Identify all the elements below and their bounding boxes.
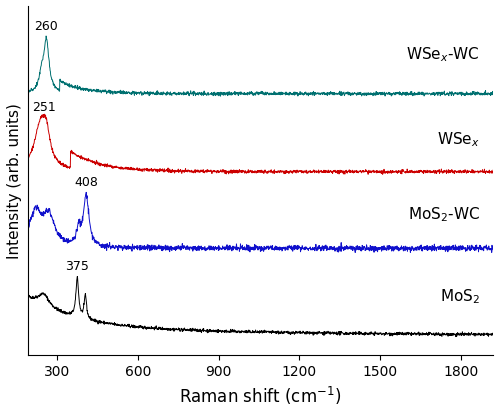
- Y-axis label: Intensity (arb. units): Intensity (arb. units): [7, 103, 22, 259]
- Text: 251: 251: [32, 101, 56, 114]
- Text: 408: 408: [74, 176, 98, 188]
- Text: WSe$_x$-WC: WSe$_x$-WC: [406, 45, 479, 64]
- Text: MoS$_2$-WC: MoS$_2$-WC: [408, 204, 480, 223]
- Text: MoS$_2$: MoS$_2$: [440, 287, 480, 306]
- X-axis label: Raman shift (cm$^{-1}$): Raman shift (cm$^{-1}$): [179, 384, 342, 406]
- Text: 375: 375: [66, 259, 89, 272]
- Text: 260: 260: [34, 20, 58, 33]
- Text: WSe$_x$: WSe$_x$: [437, 130, 480, 148]
